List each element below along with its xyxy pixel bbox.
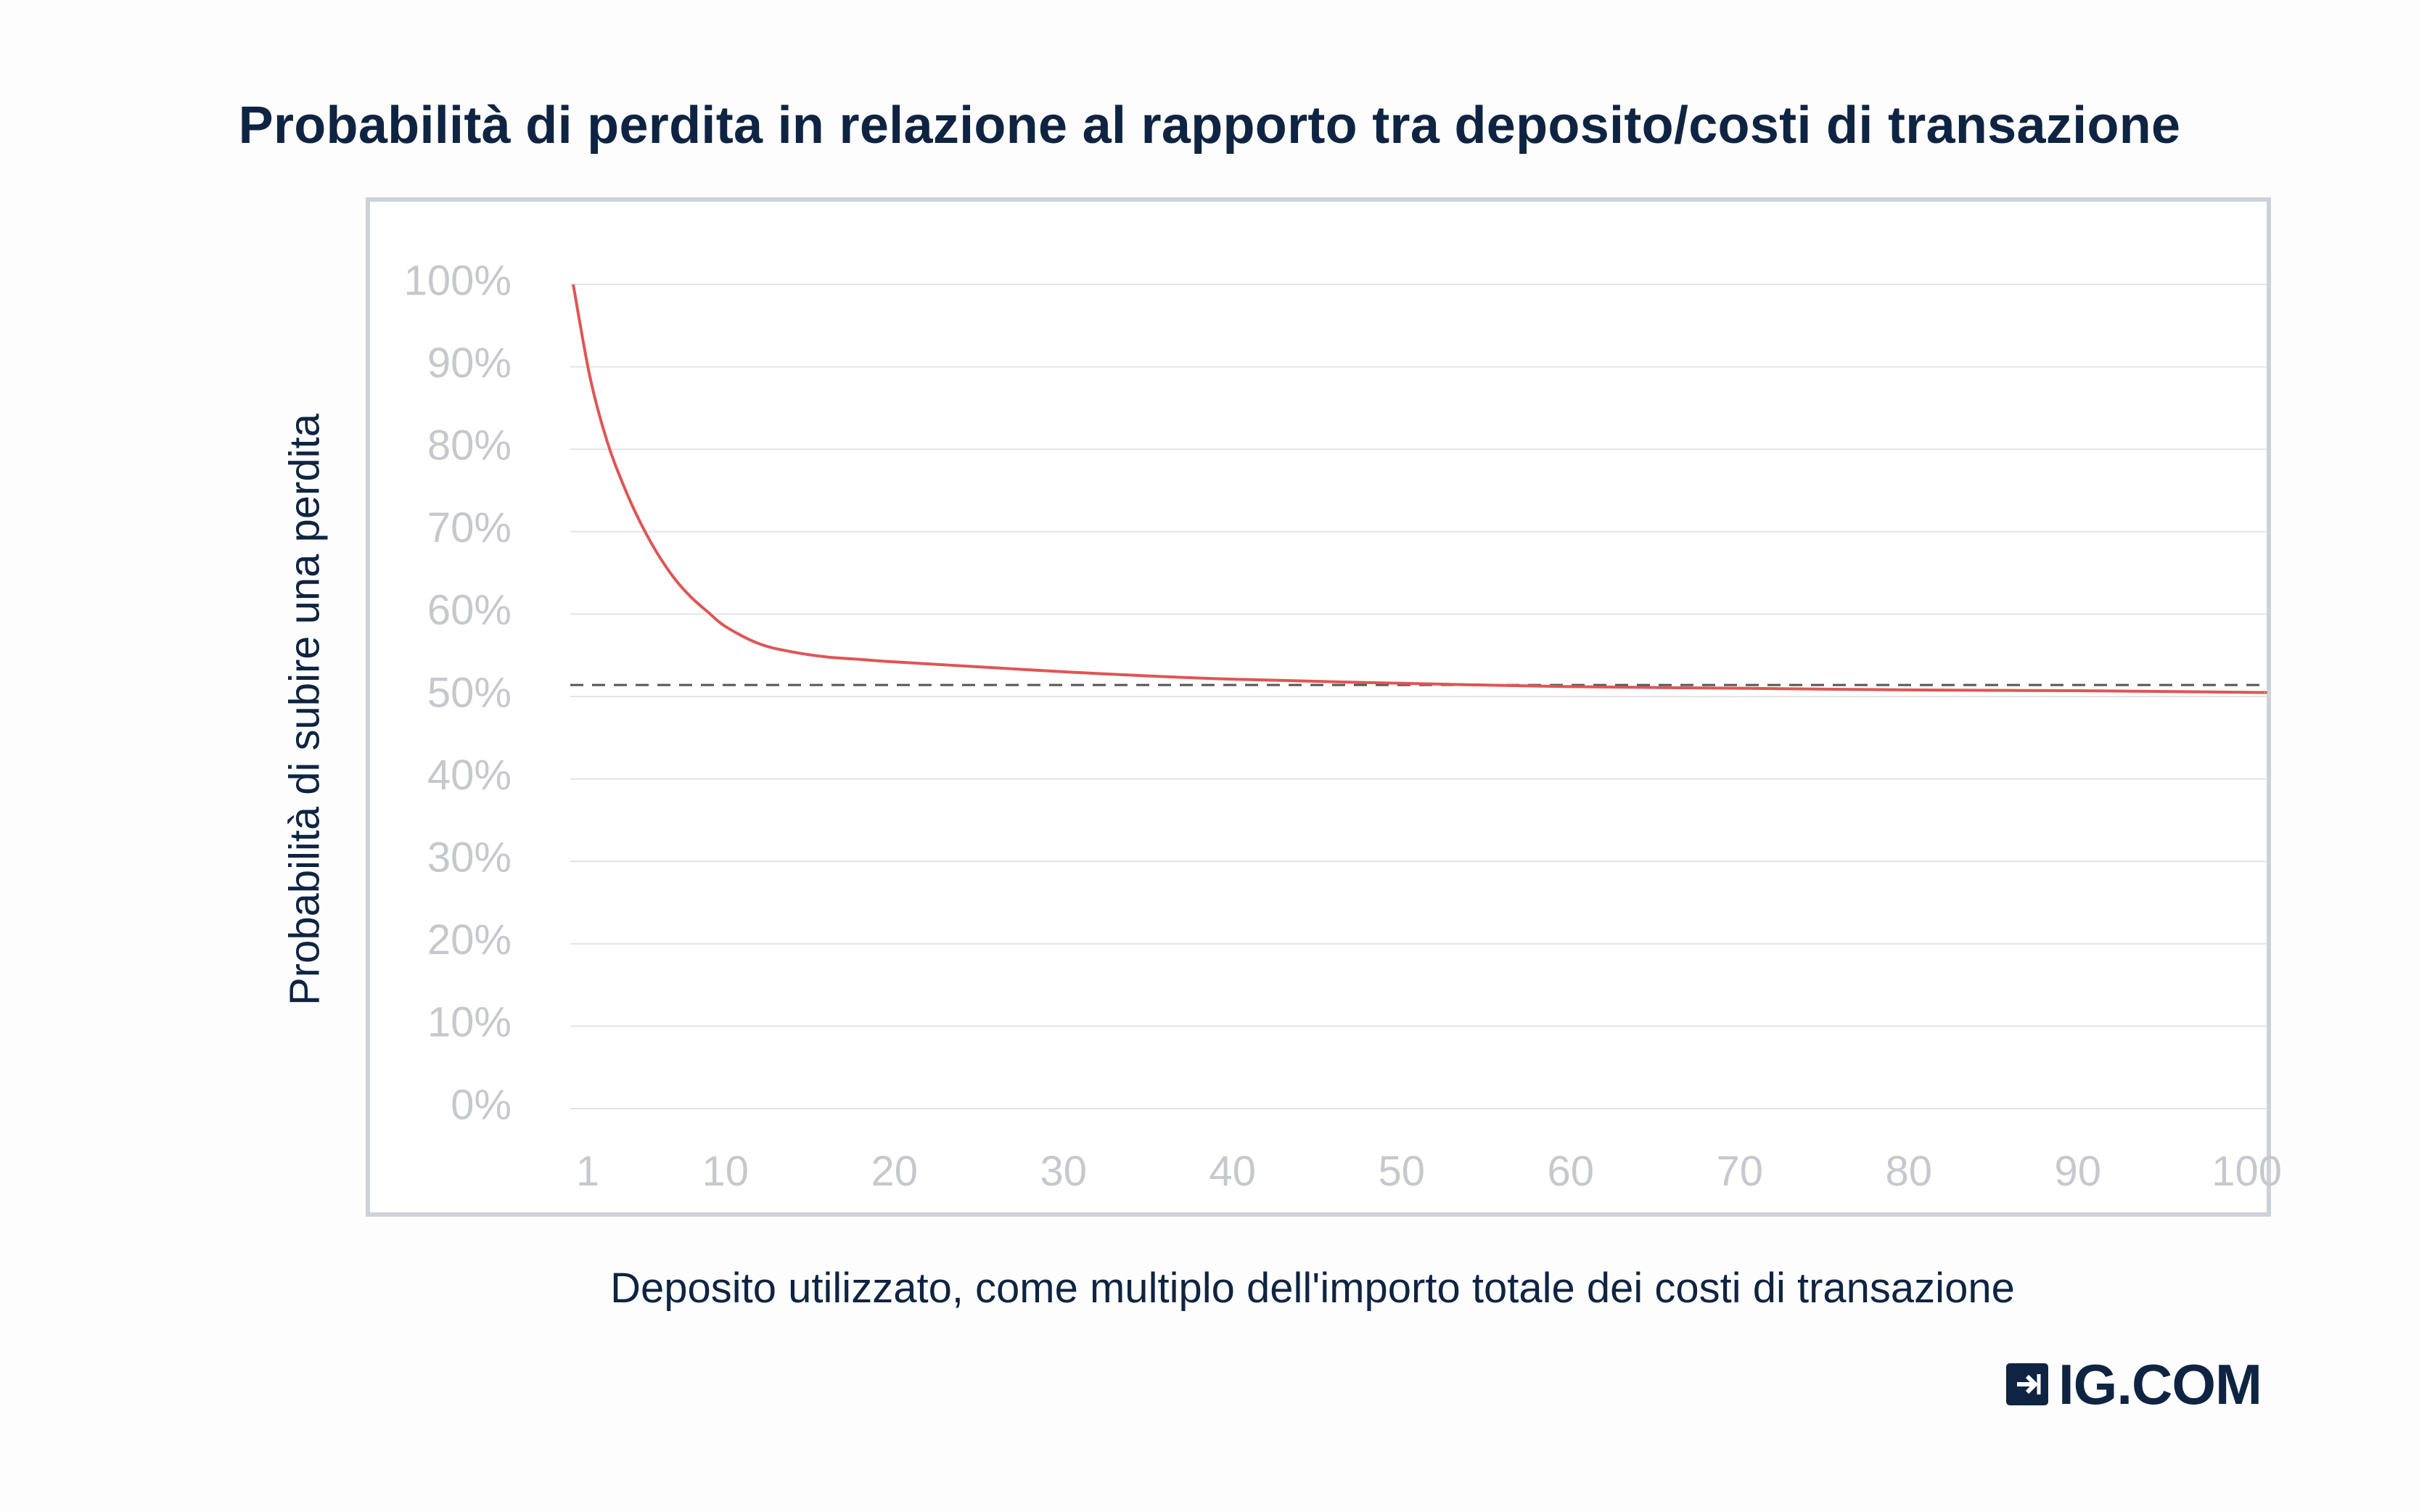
x-axis-title: Deposito utilizzato, come multiplo dell'… xyxy=(610,1265,2015,1312)
x-tick-label: 90 xyxy=(2054,1148,2101,1195)
y-tick-label: 40% xyxy=(427,752,512,799)
y-tick-label: 20% xyxy=(427,916,512,964)
x-tick-label: 30 xyxy=(1040,1148,1087,1195)
ig-logo[interactable]: IG.COM xyxy=(2006,1355,2262,1413)
probability-line xyxy=(572,284,2267,694)
x-tick-label: 10 xyxy=(702,1148,749,1195)
x-tick-label: 60 xyxy=(1547,1148,1594,1195)
y-tick-label: 100% xyxy=(404,257,512,304)
x-tick-label: 1 xyxy=(576,1148,599,1195)
y-tick-label: 30% xyxy=(427,834,512,882)
x-tick-label: 70 xyxy=(1716,1148,1763,1195)
y-tick-label: 0% xyxy=(451,1081,512,1128)
arrow-right-icon xyxy=(2006,1363,2048,1405)
y-tick-label: 70% xyxy=(427,504,512,551)
x-tick-label: 20 xyxy=(871,1148,918,1195)
y-tick-label: 60% xyxy=(427,587,512,634)
y-axis-title: Probabilità di subire una perdita xyxy=(281,414,329,1006)
y-tick-label: 50% xyxy=(427,669,512,716)
x-tick-label: 100 xyxy=(2211,1148,2282,1195)
y-tick-label: 90% xyxy=(427,340,512,387)
x-axis-ticks: 1 10 20 30 40 50 60 70 80 90 100 xyxy=(576,1148,2282,1195)
brand-name: IG.COM xyxy=(2058,1352,2262,1416)
chart-title: Probabilità di perdita in relazione al r… xyxy=(238,96,2181,155)
y-tick-label: 10% xyxy=(427,999,512,1046)
x-tick-label: 40 xyxy=(1209,1148,1256,1195)
plot-frame xyxy=(366,197,2271,1217)
gridlines xyxy=(570,284,2267,1109)
y-axis-ticks: 0% 10% 20% 30% 40% 50% 60% 70% 80% 90% 100% xyxy=(404,257,512,1128)
y-tick-label: 80% xyxy=(427,422,512,469)
x-tick-label: 80 xyxy=(1885,1148,1932,1195)
x-tick-label: 50 xyxy=(1378,1148,1425,1195)
